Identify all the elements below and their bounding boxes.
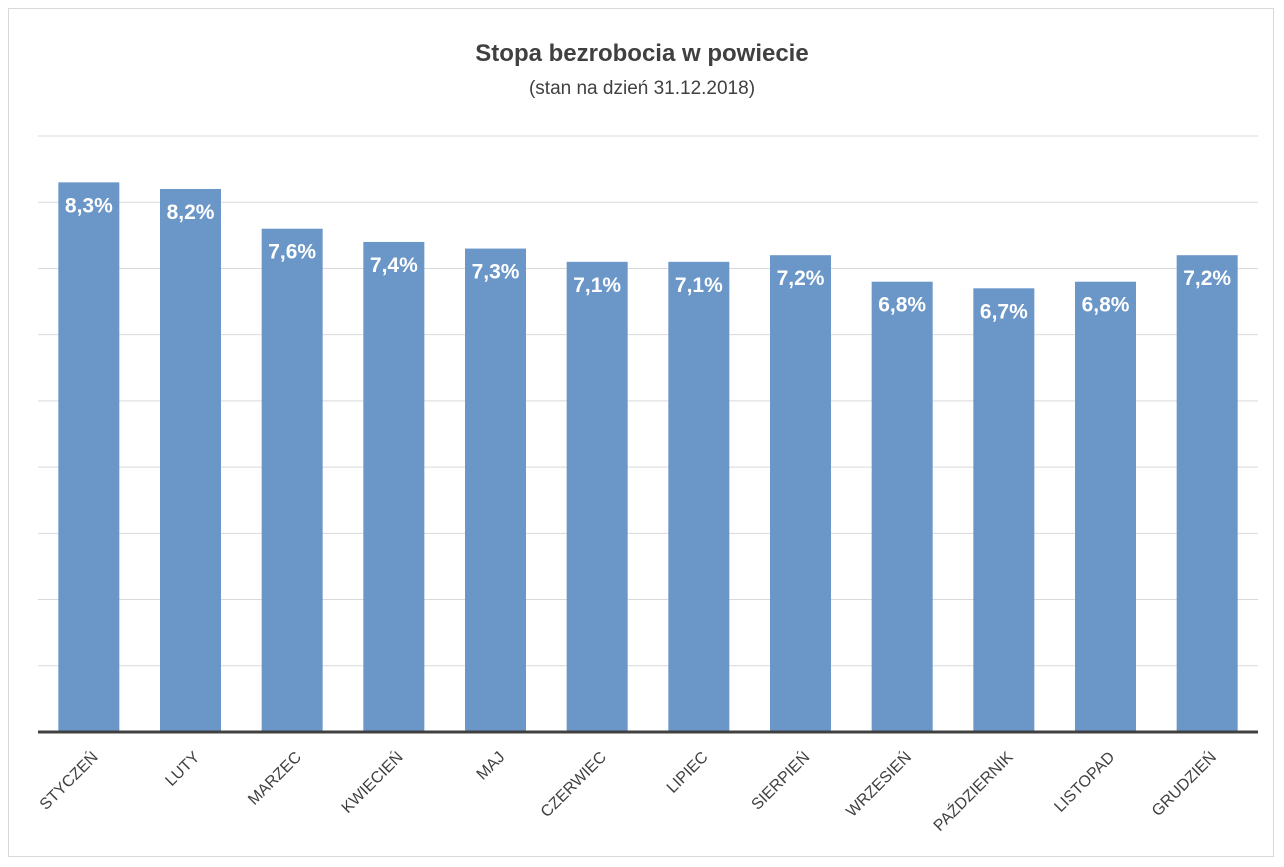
data-label: 6,8% <box>878 294 926 317</box>
chart-subtitle: (stan na dzień 31.12.2018) <box>528 78 756 99</box>
bar-4 <box>465 248 526 733</box>
data-label: 6,7% <box>980 300 1028 323</box>
x-tick-label: WRZESIEŃ <box>842 747 915 820</box>
x-tick-label: KWIECIEŃ <box>337 747 406 816</box>
bar-9 <box>973 288 1035 732</box>
bar-7 <box>770 255 831 732</box>
x-tick-label: CZERWIEC <box>538 749 610 821</box>
bar-5 <box>566 261 628 732</box>
x-tick-labels: STYCZEŃ LUTY MARZEC KWIECIEŃ MAJ CZERWIEC LIPI… <box>35 747 1220 835</box>
x-tick-label: MARZEC <box>245 749 305 809</box>
x-tick-label: MAJ <box>474 749 509 784</box>
bar-2 <box>261 228 323 732</box>
bar-11 <box>1176 255 1238 732</box>
bar-6 <box>668 261 730 732</box>
bar-0 <box>58 182 120 732</box>
data-label: 7,6% <box>268 241 316 264</box>
bar-1 <box>160 188 221 732</box>
data-label: 6,8% <box>1082 294 1130 317</box>
x-tick-label: STYCZEŃ <box>35 747 101 813</box>
x-tick-label: PAŹDZIERNIK <box>929 747 1017 835</box>
data-label: 7,1% <box>573 274 621 297</box>
data-label: 7,4% <box>370 254 418 277</box>
chart-title: Stopa bezrobocia w powiecie <box>475 40 809 67</box>
data-label: 8,3% <box>65 194 113 217</box>
bars: 8,3% 8,2% 7,6% 7,4% 7,3% 7,1% 7,1% 7,2% 6,8% 6,7%… <box>58 182 1238 733</box>
x-tick-label: LISTOPAD <box>1051 749 1118 816</box>
data-label: 7,2% <box>1183 267 1231 290</box>
data-label: 7,3% <box>472 261 520 284</box>
data-label: 7,2% <box>777 267 825 290</box>
x-tick-label: SIERPIEŃ <box>747 747 813 813</box>
data-label: 7,1% <box>675 274 723 297</box>
bar-8 <box>871 281 933 732</box>
x-tick-label: GRUDZIEŃ <box>1147 747 1220 820</box>
x-tick-label: LUTY <box>162 749 203 790</box>
x-tick-label: LIPIEC <box>664 749 712 797</box>
data-label: 8,2% <box>167 201 215 224</box>
bar-3 <box>363 241 425 732</box>
bar-10 <box>1075 281 1136 732</box>
gridlines <box>38 135 1258 667</box>
